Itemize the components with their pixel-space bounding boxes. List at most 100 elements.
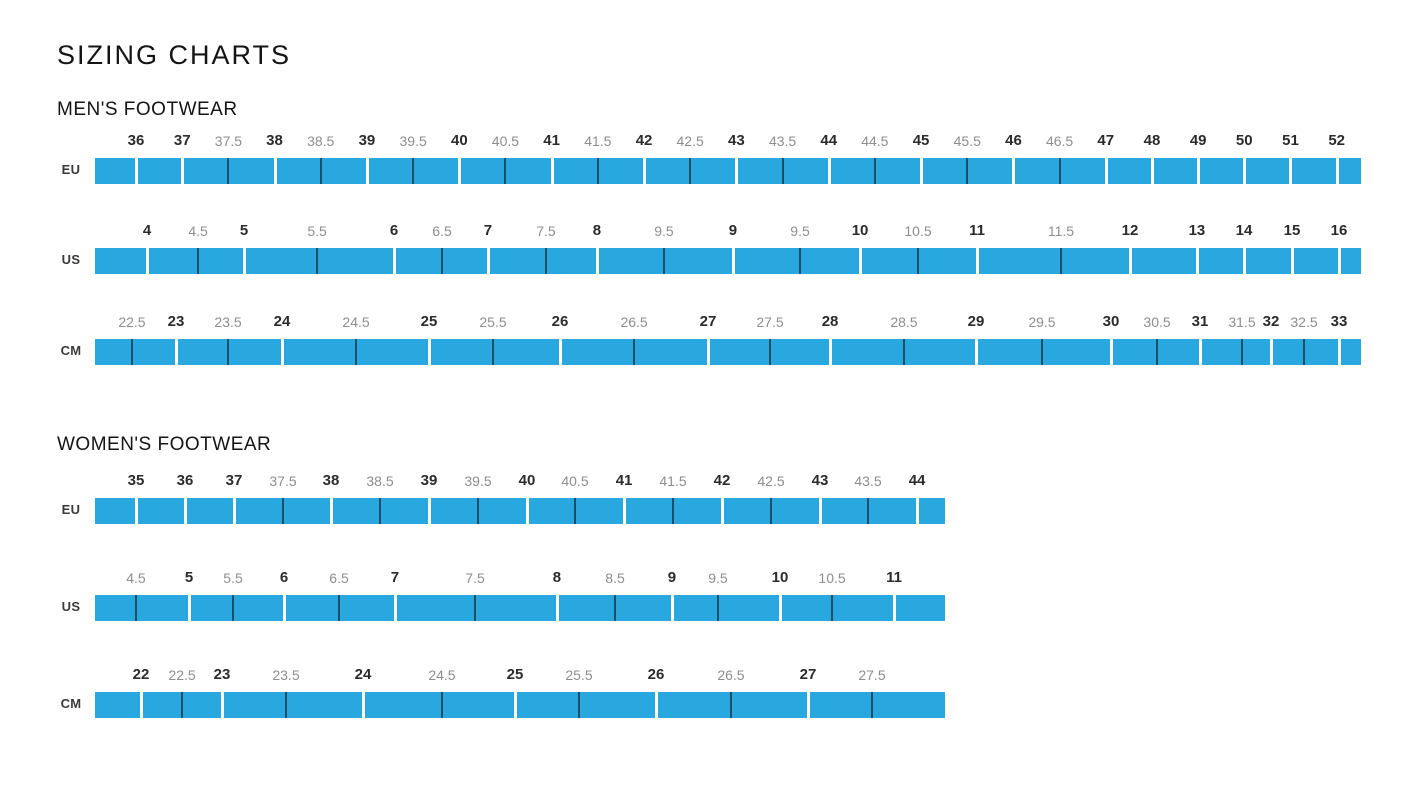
size-label: 38.5 bbox=[366, 473, 394, 489]
bar-tick bbox=[555, 595, 559, 621]
bar-tick bbox=[859, 248, 863, 274]
size-row-eu: EU 36 37 37.5 38 38.5 39 39.5 40 40.5 41 41.5 42 42.5… bbox=[0, 126, 1428, 186]
bar-tick bbox=[362, 692, 365, 718]
bar-tick bbox=[643, 158, 647, 184]
bar-tick bbox=[1104, 158, 1108, 184]
size-label: 6 bbox=[389, 222, 399, 239]
bar-tick bbox=[1040, 339, 1043, 365]
bar-tick bbox=[829, 339, 833, 365]
size-label: 51 bbox=[1282, 132, 1299, 149]
bar-tick bbox=[135, 158, 139, 184]
size-label: 36 bbox=[127, 132, 145, 149]
size-label: 7.5 bbox=[465, 570, 485, 586]
size-label: 9 bbox=[728, 222, 738, 239]
size-label: 8 bbox=[552, 569, 562, 586]
bar-tick bbox=[412, 158, 415, 184]
womens-footwear-heading: WOMEN'S FOOTWEAR bbox=[57, 434, 272, 455]
size-label: 44 bbox=[820, 132, 838, 149]
bar-tick bbox=[282, 498, 285, 524]
size-label: 27.5 bbox=[858, 667, 886, 683]
size-scale-bar bbox=[95, 339, 1361, 365]
size-label: 26 bbox=[551, 313, 569, 330]
bar-tick bbox=[227, 158, 230, 184]
size-label: 7 bbox=[483, 222, 493, 239]
size-label: 41.5 bbox=[584, 133, 612, 149]
bar-tick bbox=[197, 248, 200, 274]
bar-tick bbox=[329, 498, 333, 524]
size-label: 8 bbox=[592, 222, 602, 239]
size-label: 11.5 bbox=[1047, 223, 1075, 239]
bar-tick bbox=[243, 248, 246, 274]
bar-tick bbox=[139, 692, 143, 718]
bar-tick bbox=[273, 158, 277, 184]
bar-tick bbox=[525, 498, 529, 524]
size-label: 11 bbox=[969, 222, 985, 239]
size-label: 42 bbox=[713, 472, 731, 489]
size-row-us: US 4 4.5 5 5.5 6 6.5 7 7.5 8 9.5 9 9.5 10 10.5 11 11.5 12… bbox=[0, 216, 1428, 276]
bar-tick bbox=[134, 595, 137, 621]
size-label: 40 bbox=[518, 472, 536, 489]
size-label: 30.5 bbox=[1143, 314, 1171, 330]
bar-tick bbox=[818, 498, 822, 524]
size-label: 25.5 bbox=[479, 314, 507, 330]
size-label: 27 bbox=[699, 313, 717, 330]
size-label: 26.5 bbox=[717, 667, 745, 683]
size-label: 29 bbox=[967, 313, 985, 330]
size-label: 44 bbox=[908, 472, 926, 489]
size-label: 39.5 bbox=[464, 473, 492, 489]
bar-tick bbox=[280, 339, 284, 365]
bar-tick bbox=[655, 692, 658, 718]
page-title: SIZING CHARTS bbox=[57, 40, 292, 70]
bar-tick bbox=[662, 248, 665, 274]
womens-footwear-chart: WOMEN'S FOOTWEAR EU 35 36 37 37.5 38 38.5 39 39.… bbox=[0, 434, 1428, 734]
size-label: 5 bbox=[239, 222, 249, 239]
size-label: 29.5 bbox=[1028, 314, 1056, 330]
bar-tick bbox=[873, 158, 876, 184]
bar-tick bbox=[827, 158, 831, 184]
size-scale-bar bbox=[95, 158, 1361, 184]
bar-tick bbox=[319, 158, 322, 184]
size-label: 37.5 bbox=[214, 133, 243, 149]
bar-tick bbox=[672, 498, 674, 524]
bar-tick bbox=[550, 158, 554, 184]
size-label: 43 bbox=[811, 472, 829, 489]
size-label: 37 bbox=[225, 472, 243, 489]
bar-tick bbox=[134, 498, 138, 524]
bar-tick bbox=[146, 248, 150, 274]
size-label: 43 bbox=[728, 132, 745, 149]
size-label: 32 bbox=[1262, 313, 1280, 330]
bar-tick bbox=[181, 692, 184, 718]
size-label: 38 bbox=[266, 132, 283, 149]
size-label: 47 bbox=[1097, 132, 1115, 149]
size-label: 35 bbox=[127, 472, 145, 489]
bar-tick bbox=[976, 248, 980, 274]
bar-tick bbox=[477, 498, 479, 524]
bar-tick bbox=[227, 339, 230, 365]
size-label: 43.5 bbox=[768, 133, 797, 149]
size-label: 37.5 bbox=[269, 473, 297, 489]
size-label: 22.5 bbox=[118, 314, 146, 330]
bar-tick bbox=[441, 248, 443, 274]
size-label: 12 bbox=[1121, 222, 1139, 239]
bar-tick bbox=[513, 692, 517, 718]
size-label: 5.5 bbox=[223, 570, 243, 586]
size-label: 10.5 bbox=[818, 570, 846, 586]
row-unit-label: EU bbox=[61, 502, 81, 517]
bar-tick bbox=[916, 498, 920, 524]
size-label: 41 bbox=[543, 132, 560, 149]
bar-tick bbox=[966, 158, 969, 184]
size-row-us: US 4.5 5 5.5 6 6.5 7 7.5 8 8.5 9 9.5 10 10.5 11 bbox=[0, 563, 1428, 623]
bar-tick bbox=[595, 248, 599, 274]
bar-tick bbox=[779, 595, 782, 621]
size-label: 11 bbox=[886, 569, 902, 586]
size-label: 5 bbox=[184, 569, 194, 586]
size-label: 26 bbox=[647, 666, 665, 683]
bar-tick bbox=[504, 158, 507, 184]
bar-tick bbox=[670, 595, 674, 621]
size-label: 9 bbox=[667, 569, 677, 586]
size-scale-bar bbox=[95, 692, 945, 718]
size-label: 25 bbox=[506, 666, 524, 683]
bar-tick bbox=[1195, 248, 1199, 274]
size-label: 42.5 bbox=[757, 473, 785, 489]
size-label: 40.5 bbox=[491, 133, 520, 149]
